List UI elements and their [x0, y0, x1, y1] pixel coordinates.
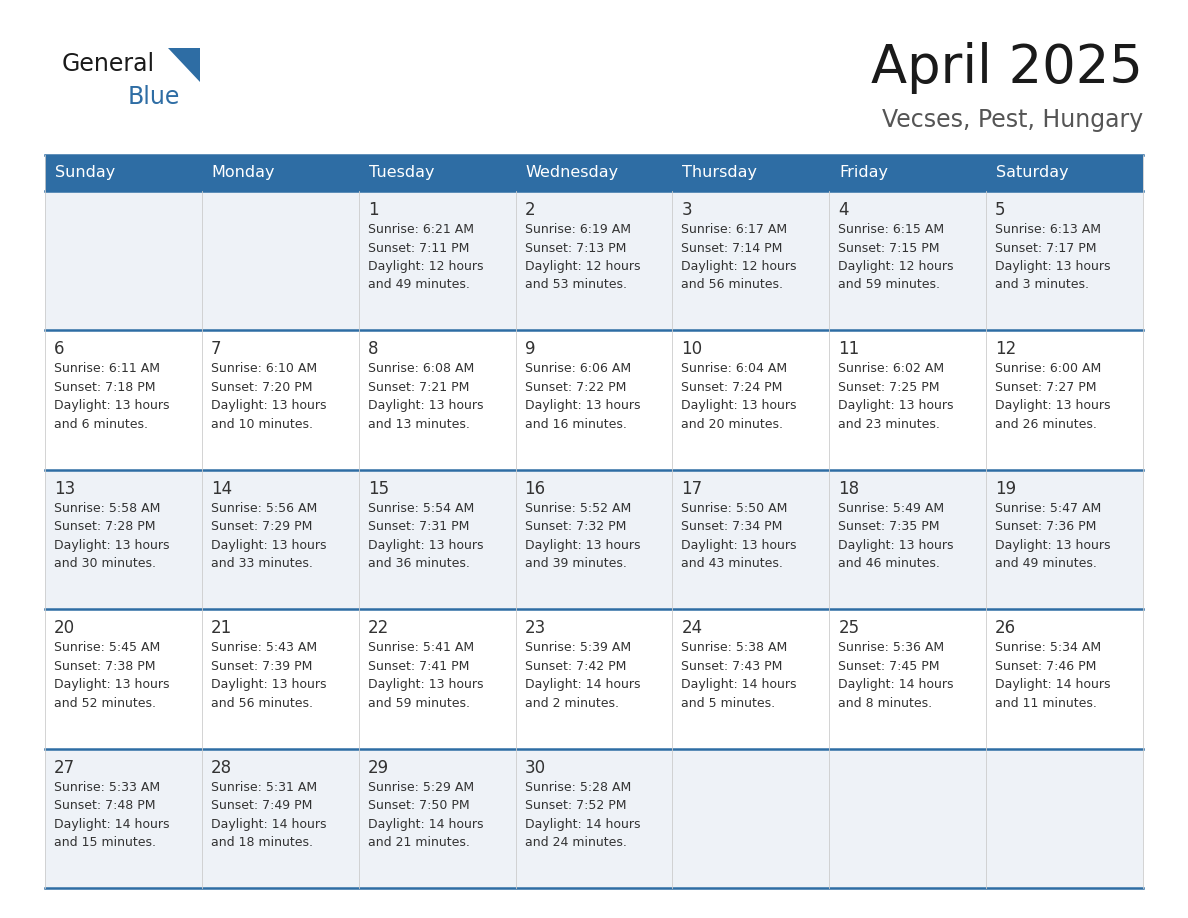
Text: Wednesday: Wednesday [525, 165, 619, 181]
Text: 6: 6 [53, 341, 64, 358]
Text: Friday: Friday [839, 165, 889, 181]
Text: Sunrise: 5:50 AM
Sunset: 7:34 PM
Daylight: 13 hours
and 43 minutes.: Sunrise: 5:50 AM Sunset: 7:34 PM Dayligh… [682, 502, 797, 570]
Text: Saturday: Saturday [997, 165, 1069, 181]
Text: Sunrise: 5:28 AM
Sunset: 7:52 PM
Daylight: 14 hours
and 24 minutes.: Sunrise: 5:28 AM Sunset: 7:52 PM Dayligh… [525, 780, 640, 849]
Text: Sunrise: 5:47 AM
Sunset: 7:36 PM
Daylight: 13 hours
and 49 minutes.: Sunrise: 5:47 AM Sunset: 7:36 PM Dayligh… [996, 502, 1111, 570]
Text: 10: 10 [682, 341, 702, 358]
Text: 8: 8 [368, 341, 378, 358]
Polygon shape [168, 48, 200, 82]
Text: Sunrise: 6:13 AM
Sunset: 7:17 PM
Daylight: 13 hours
and 3 minutes.: Sunrise: 6:13 AM Sunset: 7:17 PM Dayligh… [996, 223, 1111, 292]
Text: Sunrise: 5:36 AM
Sunset: 7:45 PM
Daylight: 14 hours
and 8 minutes.: Sunrise: 5:36 AM Sunset: 7:45 PM Dayligh… [839, 641, 954, 710]
Text: Sunrise: 6:06 AM
Sunset: 7:22 PM
Daylight: 13 hours
and 16 minutes.: Sunrise: 6:06 AM Sunset: 7:22 PM Dayligh… [525, 363, 640, 431]
Text: Sunrise: 6:08 AM
Sunset: 7:21 PM
Daylight: 13 hours
and 13 minutes.: Sunrise: 6:08 AM Sunset: 7:21 PM Dayligh… [368, 363, 484, 431]
Text: Sunrise: 6:11 AM
Sunset: 7:18 PM
Daylight: 13 hours
and 6 minutes.: Sunrise: 6:11 AM Sunset: 7:18 PM Dayligh… [53, 363, 170, 431]
Text: Sunrise: 5:54 AM
Sunset: 7:31 PM
Daylight: 13 hours
and 36 minutes.: Sunrise: 5:54 AM Sunset: 7:31 PM Dayligh… [368, 502, 484, 570]
Bar [45, 610, 1143, 748]
Text: Monday: Monday [211, 165, 276, 181]
Bar [45, 330, 1143, 470]
Bar [45, 470, 1143, 610]
Text: Sunrise: 6:00 AM
Sunset: 7:27 PM
Daylight: 13 hours
and 26 minutes.: Sunrise: 6:00 AM Sunset: 7:27 PM Dayligh… [996, 363, 1111, 431]
Text: Sunrise: 6:02 AM
Sunset: 7:25 PM
Daylight: 13 hours
and 23 minutes.: Sunrise: 6:02 AM Sunset: 7:25 PM Dayligh… [839, 363, 954, 431]
Text: Sunrise: 5:33 AM
Sunset: 7:48 PM
Daylight: 14 hours
and 15 minutes.: Sunrise: 5:33 AM Sunset: 7:48 PM Dayligh… [53, 780, 170, 849]
Text: Sunrise: 5:49 AM
Sunset: 7:35 PM
Daylight: 13 hours
and 46 minutes.: Sunrise: 5:49 AM Sunset: 7:35 PM Dayligh… [839, 502, 954, 570]
Text: 18: 18 [839, 480, 859, 498]
Text: April 2025: April 2025 [871, 42, 1143, 94]
Bar [45, 748, 1143, 888]
Bar [45, 191, 1143, 330]
Text: 7: 7 [210, 341, 221, 358]
Text: Blue: Blue [128, 85, 181, 109]
Text: 11: 11 [839, 341, 860, 358]
Text: 2: 2 [525, 201, 536, 219]
Text: 12: 12 [996, 341, 1017, 358]
Text: Sunrise: 5:58 AM
Sunset: 7:28 PM
Daylight: 13 hours
and 30 minutes.: Sunrise: 5:58 AM Sunset: 7:28 PM Dayligh… [53, 502, 170, 570]
Text: Sunrise: 5:29 AM
Sunset: 7:50 PM
Daylight: 14 hours
and 21 minutes.: Sunrise: 5:29 AM Sunset: 7:50 PM Dayligh… [368, 780, 484, 849]
Text: 24: 24 [682, 620, 702, 637]
Text: 16: 16 [525, 480, 545, 498]
Text: 4: 4 [839, 201, 848, 219]
Text: Sunrise: 6:10 AM
Sunset: 7:20 PM
Daylight: 13 hours
and 10 minutes.: Sunrise: 6:10 AM Sunset: 7:20 PM Dayligh… [210, 363, 327, 431]
Text: Thursday: Thursday [682, 165, 758, 181]
Text: 22: 22 [368, 620, 388, 637]
Text: 25: 25 [839, 620, 859, 637]
Bar [45, 155, 1143, 191]
Text: 19: 19 [996, 480, 1016, 498]
Text: 26: 26 [996, 620, 1016, 637]
Text: Sunrise: 6:15 AM
Sunset: 7:15 PM
Daylight: 12 hours
and 59 minutes.: Sunrise: 6:15 AM Sunset: 7:15 PM Dayligh… [839, 223, 954, 292]
Text: 28: 28 [210, 758, 232, 777]
Text: 9: 9 [525, 341, 535, 358]
Text: General: General [62, 52, 156, 76]
Text: 29: 29 [368, 758, 388, 777]
Text: Sunrise: 5:34 AM
Sunset: 7:46 PM
Daylight: 14 hours
and 11 minutes.: Sunrise: 5:34 AM Sunset: 7:46 PM Dayligh… [996, 641, 1111, 710]
Text: 15: 15 [368, 480, 388, 498]
Text: 17: 17 [682, 480, 702, 498]
Text: Sunrise: 5:43 AM
Sunset: 7:39 PM
Daylight: 13 hours
and 56 minutes.: Sunrise: 5:43 AM Sunset: 7:39 PM Dayligh… [210, 641, 327, 710]
Text: Sunrise: 5:56 AM
Sunset: 7:29 PM
Daylight: 13 hours
and 33 minutes.: Sunrise: 5:56 AM Sunset: 7:29 PM Dayligh… [210, 502, 327, 570]
Text: Sunrise: 5:45 AM
Sunset: 7:38 PM
Daylight: 13 hours
and 52 minutes.: Sunrise: 5:45 AM Sunset: 7:38 PM Dayligh… [53, 641, 170, 710]
Text: Sunrise: 6:17 AM
Sunset: 7:14 PM
Daylight: 12 hours
and 56 minutes.: Sunrise: 6:17 AM Sunset: 7:14 PM Dayligh… [682, 223, 797, 292]
Text: Sunrise: 5:38 AM
Sunset: 7:43 PM
Daylight: 14 hours
and 5 minutes.: Sunrise: 5:38 AM Sunset: 7:43 PM Dayligh… [682, 641, 797, 710]
Text: 27: 27 [53, 758, 75, 777]
Text: Tuesday: Tuesday [368, 165, 435, 181]
Text: 23: 23 [525, 620, 545, 637]
Text: 13: 13 [53, 480, 75, 498]
Text: 1: 1 [368, 201, 378, 219]
Text: 21: 21 [210, 620, 232, 637]
Text: 14: 14 [210, 480, 232, 498]
Text: Sunrise: 5:39 AM
Sunset: 7:42 PM
Daylight: 14 hours
and 2 minutes.: Sunrise: 5:39 AM Sunset: 7:42 PM Dayligh… [525, 641, 640, 710]
Text: 5: 5 [996, 201, 1006, 219]
Text: 20: 20 [53, 620, 75, 637]
Text: Sunrise: 5:41 AM
Sunset: 7:41 PM
Daylight: 13 hours
and 59 minutes.: Sunrise: 5:41 AM Sunset: 7:41 PM Dayligh… [368, 641, 484, 710]
Text: Sunday: Sunday [55, 165, 115, 181]
Text: Sunrise: 5:52 AM
Sunset: 7:32 PM
Daylight: 13 hours
and 39 minutes.: Sunrise: 5:52 AM Sunset: 7:32 PM Dayligh… [525, 502, 640, 570]
Text: Vecses, Pest, Hungary: Vecses, Pest, Hungary [881, 108, 1143, 132]
Text: Sunrise: 5:31 AM
Sunset: 7:49 PM
Daylight: 14 hours
and 18 minutes.: Sunrise: 5:31 AM Sunset: 7:49 PM Dayligh… [210, 780, 327, 849]
Text: 3: 3 [682, 201, 693, 219]
Text: Sunrise: 6:21 AM
Sunset: 7:11 PM
Daylight: 12 hours
and 49 minutes.: Sunrise: 6:21 AM Sunset: 7:11 PM Dayligh… [368, 223, 484, 292]
Text: Sunrise: 6:04 AM
Sunset: 7:24 PM
Daylight: 13 hours
and 20 minutes.: Sunrise: 6:04 AM Sunset: 7:24 PM Dayligh… [682, 363, 797, 431]
Text: Sunrise: 6:19 AM
Sunset: 7:13 PM
Daylight: 12 hours
and 53 minutes.: Sunrise: 6:19 AM Sunset: 7:13 PM Dayligh… [525, 223, 640, 292]
Text: 30: 30 [525, 758, 545, 777]
